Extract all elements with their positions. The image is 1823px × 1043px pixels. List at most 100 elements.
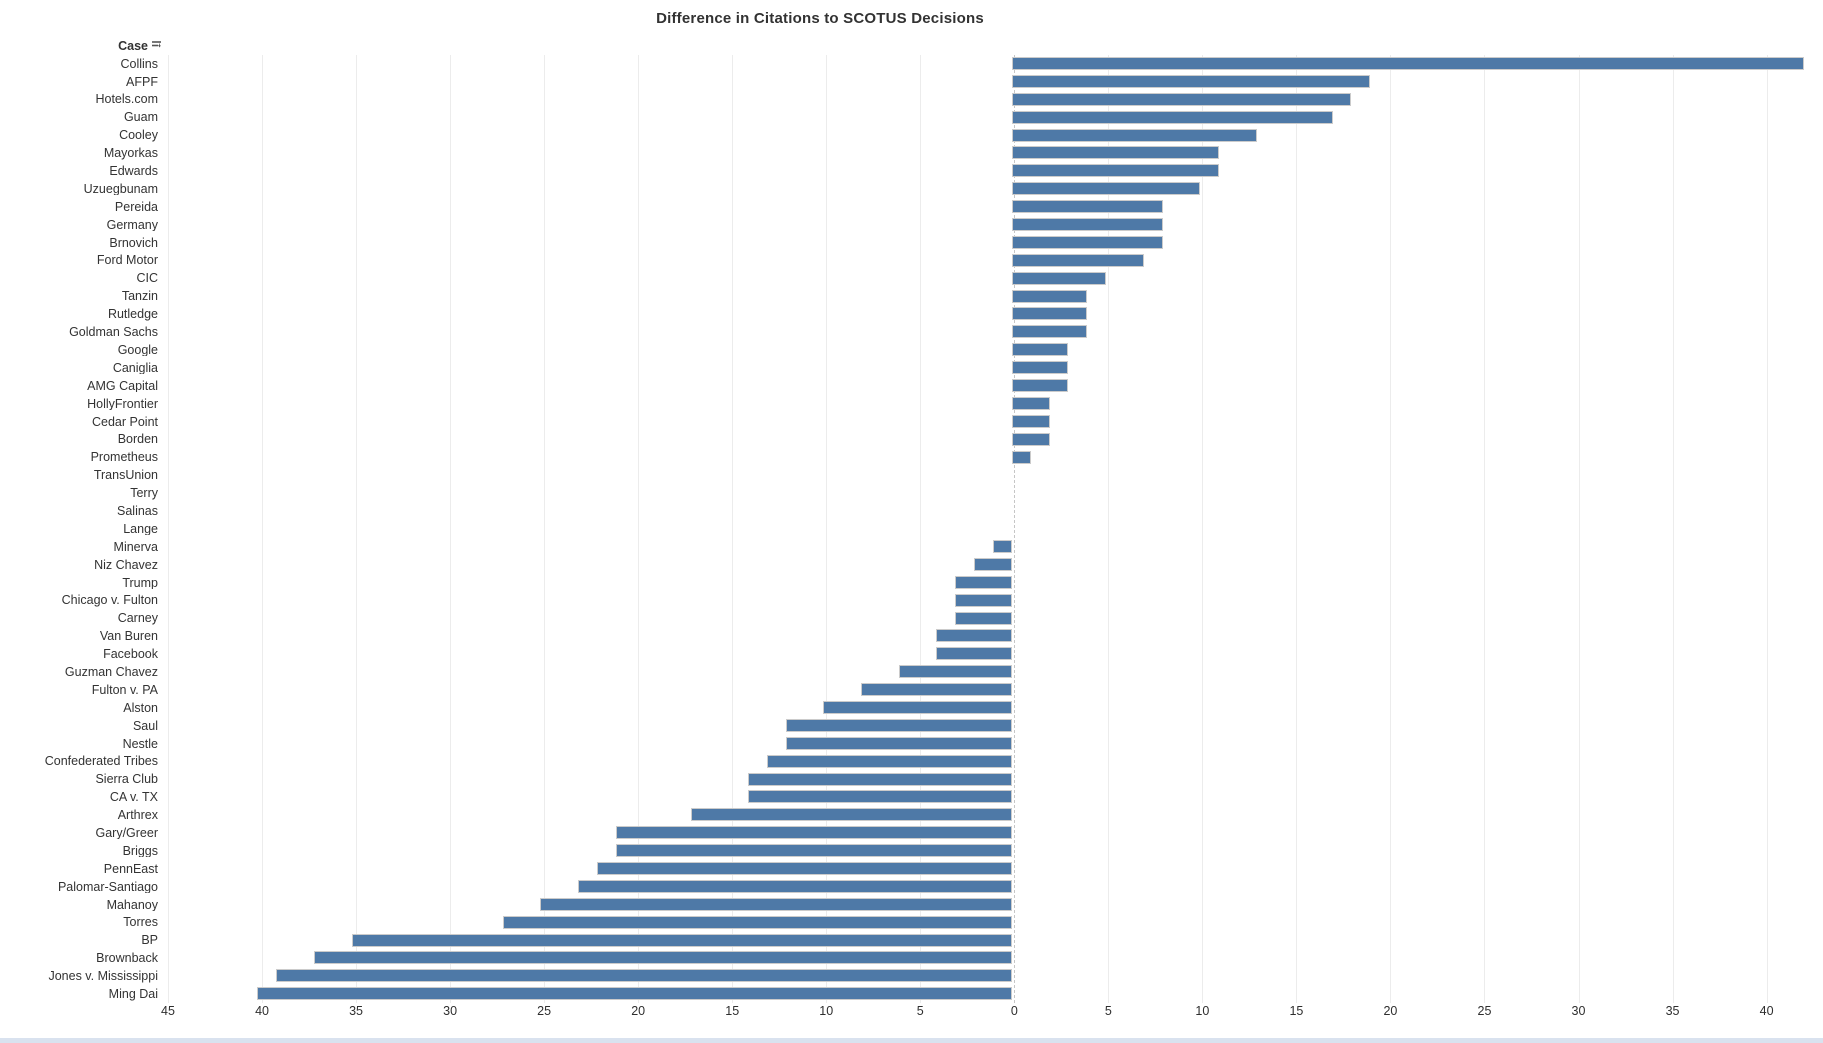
citation-diff-bar[interactable] — [1011, 56, 1805, 70]
citation-diff-bar[interactable] — [936, 647, 1012, 661]
case-label: TransUnion — [93, 469, 158, 482]
citation-diff-bar[interactable] — [1011, 110, 1333, 124]
case-label: Cedar Point — [91, 415, 158, 428]
citation-diff-bar[interactable] — [785, 718, 1012, 732]
chart-row: Brownback — [0, 950, 1823, 968]
gridline — [1390, 55, 1392, 1003]
citation-diff-bar[interactable] — [747, 790, 1012, 804]
citation-diff-bar[interactable] — [1011, 325, 1088, 339]
gridline — [1672, 55, 1674, 1003]
citation-diff-bar[interactable] — [1011, 361, 1069, 375]
citation-diff-bar[interactable] — [1011, 217, 1163, 231]
citation-diff-bar[interactable] — [1011, 432, 1050, 446]
row-plot-area — [163, 806, 1823, 824]
case-label: Mayorkas — [103, 147, 158, 160]
citation-diff-bar[interactable] — [1011, 146, 1220, 160]
case-column-header[interactable]: Case — [0, 39, 163, 53]
citation-diff-bar[interactable] — [1011, 307, 1088, 321]
citation-diff-bar[interactable] — [955, 575, 1012, 589]
citation-diff-bar[interactable] — [785, 736, 1012, 750]
citation-diff-bar[interactable] — [1011, 289, 1088, 303]
case-label: Nestle — [122, 737, 158, 751]
gridline — [1766, 55, 1768, 1003]
bottom-scrollbar[interactable] — [0, 1038, 1823, 1043]
citation-diff-bar[interactable] — [1011, 253, 1144, 267]
row-plot-area — [163, 932, 1823, 950]
chart-row: PennEast — [0, 860, 1823, 878]
x-axis-tick-label: 20 — [631, 1004, 646, 1018]
x-axis-tick-label: 15 — [725, 1004, 740, 1018]
chart-row: Collins — [0, 55, 1823, 73]
row-plot-area — [163, 127, 1823, 145]
row-plot-area — [163, 645, 1823, 663]
citation-diff-bar[interactable] — [747, 772, 1012, 786]
row-plot-area — [163, 753, 1823, 771]
citation-diff-bar[interactable] — [615, 844, 1012, 858]
citation-diff-bar[interactable] — [578, 879, 1012, 893]
case-label: Torres — [123, 916, 158, 929]
citation-diff-bar[interactable] — [502, 915, 1012, 929]
citation-diff-bar[interactable] — [1011, 164, 1220, 178]
case-label: AFPF — [126, 75, 158, 89]
citation-diff-bar[interactable] — [596, 862, 1012, 876]
chart-row: Lange — [0, 520, 1823, 538]
row-plot-area — [163, 502, 1823, 520]
gridline — [1578, 55, 1580, 1003]
citation-diff-bar[interactable] — [1011, 235, 1163, 249]
case-label: Trump — [122, 576, 158, 590]
citation-diff-bar[interactable] — [615, 826, 1012, 840]
row-plot-area — [163, 985, 1823, 1003]
x-axis-tick-label: 0 — [1010, 1004, 1018, 1018]
chart-row: Terry — [0, 484, 1823, 502]
citation-diff-bar[interactable] — [1011, 271, 1107, 285]
case-label: Jones v. Mississippi — [48, 970, 158, 983]
citation-diff-bar[interactable] — [1011, 128, 1258, 142]
citation-diff-bar[interactable] — [898, 665, 1012, 679]
citation-diff-bar[interactable] — [276, 969, 1012, 983]
citation-diff-bar[interactable] — [351, 933, 1012, 947]
chart-row: Sierra Club — [0, 771, 1823, 789]
citation-diff-bar[interactable] — [1011, 414, 1050, 428]
case-label: Sierra Club — [95, 773, 158, 786]
case-label: Germany — [106, 218, 158, 232]
citation-diff-bar[interactable] — [955, 611, 1012, 625]
row-plot-area — [163, 771, 1823, 789]
citation-diff-bar[interactable] — [860, 683, 1012, 697]
citation-diff-bar[interactable] — [1011, 74, 1371, 88]
bar-rows: Collins AFPF Hotels.com Guam Cooley Mayorkas E… — [0, 55, 1823, 1003]
case-label: Guam — [123, 111, 158, 124]
citation-diff-bar[interactable] — [974, 557, 1012, 571]
citation-diff-bar[interactable] — [1011, 378, 1069, 392]
gridline — [826, 55, 828, 1003]
citation-diff-bar[interactable] — [313, 951, 1012, 965]
citation-diff-bar[interactable] — [257, 987, 1012, 1001]
x-axis-tick-label: 25 — [537, 1004, 552, 1018]
chart-row: Fulton v. PA — [0, 681, 1823, 699]
chart-row: Minerva — [0, 538, 1823, 556]
row-plot-area — [163, 252, 1823, 270]
citation-diff-bar[interactable] — [1011, 343, 1069, 357]
citation-diff-bar[interactable] — [691, 808, 1012, 822]
chart-row: Mayorkas — [0, 144, 1823, 162]
citation-diff-bar[interactable] — [1011, 450, 1031, 464]
row-plot-area — [163, 359, 1823, 377]
case-label: Brownback — [96, 952, 158, 965]
x-axis-tick-label: 10 — [1195, 1004, 1210, 1018]
chart-title: Difference in Citations to SCOTUS Decisi… — [656, 10, 984, 27]
citation-diff-bar[interactable] — [936, 629, 1012, 643]
citation-diff-bar[interactable] — [955, 593, 1012, 607]
x-axis-tick-label: 35 — [349, 1004, 364, 1018]
citation-diff-bar[interactable] — [1011, 396, 1050, 410]
sort-descending-icon[interactable] — [152, 39, 163, 53]
citation-diff-bar[interactable] — [1011, 92, 1352, 106]
citation-diff-bar[interactable] — [993, 539, 1012, 553]
citation-diff-bar[interactable] — [1011, 182, 1201, 196]
citation-diff-bar[interactable] — [1011, 200, 1163, 214]
citation-diff-bar[interactable] — [823, 701, 1012, 714]
case-label: Cooley — [119, 129, 158, 142]
gridline — [1484, 55, 1486, 1003]
citation-diff-bar[interactable] — [766, 754, 1012, 768]
citation-diff-bar[interactable] — [540, 897, 1012, 911]
x-axis-tick-label: 5 — [916, 1004, 924, 1018]
